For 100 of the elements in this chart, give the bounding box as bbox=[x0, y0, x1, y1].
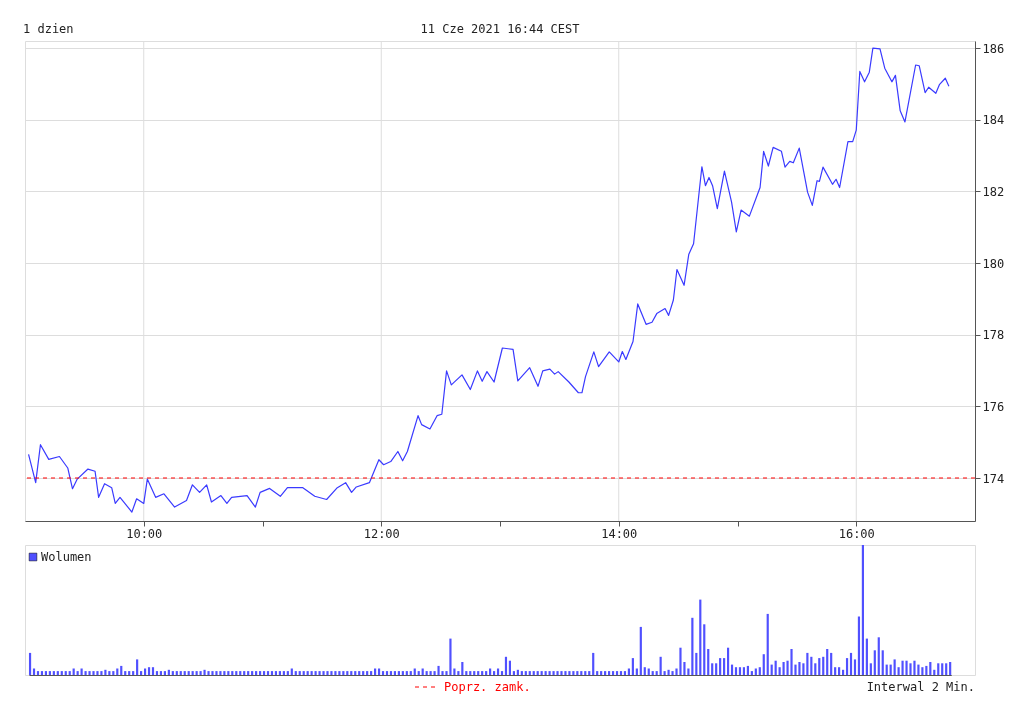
bar bbox=[873, 650, 876, 675]
bar bbox=[865, 638, 868, 675]
bar bbox=[861, 545, 864, 675]
bar bbox=[516, 669, 519, 675]
bar bbox=[104, 669, 107, 675]
bar bbox=[841, 669, 845, 675]
y-tick-label: 178 bbox=[982, 328, 1005, 343]
bar bbox=[326, 671, 329, 675]
bar bbox=[564, 671, 567, 675]
bar bbox=[707, 649, 710, 675]
bar bbox=[560, 671, 563, 675]
bar bbox=[449, 638, 452, 675]
bar bbox=[508, 660, 512, 675]
bar bbox=[830, 652, 833, 675]
bar bbox=[746, 665, 749, 675]
y-tick-label: 182 bbox=[982, 184, 1005, 199]
text: Interwal 2 Min. bbox=[866, 680, 975, 694]
bar bbox=[818, 658, 821, 675]
bar bbox=[96, 671, 99, 675]
bar bbox=[88, 671, 91, 675]
bar bbox=[949, 662, 952, 675]
bar bbox=[838, 667, 841, 675]
bar bbox=[913, 660, 916, 675]
bar bbox=[84, 671, 87, 675]
bar bbox=[814, 663, 817, 675]
bar bbox=[199, 671, 202, 675]
bar bbox=[822, 656, 825, 675]
bar bbox=[151, 667, 155, 675]
bar bbox=[849, 652, 853, 675]
bar bbox=[92, 671, 95, 675]
bar bbox=[921, 667, 924, 675]
bar bbox=[147, 667, 151, 675]
bar bbox=[905, 660, 908, 675]
x-tick-label: 10:00 bbox=[126, 526, 163, 541]
y-tick-label: 186 bbox=[982, 41, 1005, 56]
bar bbox=[215, 671, 218, 675]
bar bbox=[167, 669, 170, 675]
bar bbox=[826, 649, 829, 675]
bar bbox=[504, 656, 508, 675]
bar bbox=[806, 652, 809, 675]
bar bbox=[695, 652, 698, 675]
bar bbox=[461, 662, 464, 675]
bar bbox=[671, 671, 674, 675]
bar bbox=[659, 656, 662, 675]
bar bbox=[318, 671, 321, 675]
bar bbox=[711, 663, 714, 675]
bar bbox=[929, 662, 932, 675]
bar bbox=[810, 656, 813, 675]
bar bbox=[568, 671, 571, 675]
bar bbox=[945, 663, 948, 675]
bar bbox=[556, 671, 559, 675]
bar bbox=[643, 667, 646, 675]
bar bbox=[742, 667, 746, 675]
bar bbox=[917, 664, 920, 675]
bar bbox=[762, 654, 765, 675]
bar bbox=[631, 658, 634, 675]
bar bbox=[893, 659, 896, 675]
legend-label: Wolumen bbox=[41, 550, 92, 564]
bar bbox=[834, 667, 837, 675]
bar bbox=[734, 667, 738, 675]
bar bbox=[322, 671, 325, 675]
bar bbox=[869, 663, 872, 675]
bar bbox=[719, 658, 722, 675]
y-tick-label: 184 bbox=[982, 113, 1005, 128]
x-tick-label: 14:00 bbox=[601, 526, 638, 541]
bar bbox=[679, 647, 682, 675]
bar bbox=[925, 665, 928, 675]
bar bbox=[203, 669, 206, 675]
line-series bbox=[27, 47, 950, 513]
y-tick-label: 174 bbox=[982, 471, 1005, 486]
bar bbox=[901, 660, 904, 675]
bar bbox=[334, 671, 337, 675]
bar bbox=[877, 637, 880, 675]
bar bbox=[909, 663, 912, 675]
legend-label: Poprz. zamk. bbox=[444, 680, 531, 694]
bar bbox=[790, 649, 793, 675]
bar bbox=[774, 660, 777, 675]
bar bbox=[703, 624, 706, 675]
bar bbox=[219, 671, 222, 675]
bar bbox=[723, 658, 726, 675]
bar bbox=[207, 671, 210, 675]
bar bbox=[330, 671, 333, 675]
bar bbox=[552, 671, 555, 675]
text: 11 Cze 2021 16:44 CEST bbox=[420, 22, 580, 36]
bar bbox=[937, 663, 940, 675]
bar bbox=[715, 663, 718, 675]
bar bbox=[758, 667, 761, 675]
bar bbox=[766, 613, 769, 675]
bar bbox=[853, 659, 857, 675]
bar bbox=[933, 669, 936, 675]
y-tick-label: 176 bbox=[982, 399, 1005, 414]
chart-title: 1 dzien bbox=[23, 22, 74, 36]
bar bbox=[437, 665, 440, 675]
y-tick-label: 180 bbox=[982, 256, 1005, 271]
bar bbox=[782, 662, 785, 675]
x-tick-label: 16:00 bbox=[838, 526, 875, 541]
bar bbox=[738, 667, 742, 675]
bar bbox=[28, 652, 32, 675]
bar bbox=[691, 617, 694, 675]
bar bbox=[120, 665, 123, 675]
